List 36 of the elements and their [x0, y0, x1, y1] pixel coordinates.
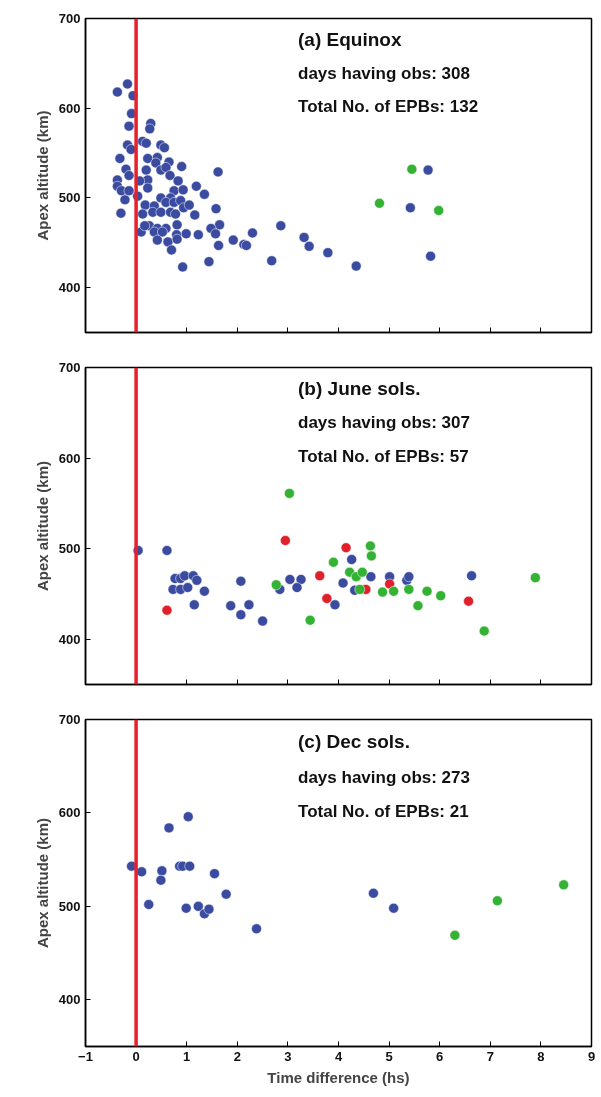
annotation: Total No. of EPBs: 57: [298, 446, 469, 466]
x-tick-label: 1: [183, 1048, 191, 1064]
y-tick-label: 500: [58, 190, 81, 206]
x-axis-title: Time difference (hs): [267, 1068, 410, 1086]
y-axis-title: Apex altitude (km): [33, 817, 51, 949]
x-tick-label: 6: [436, 1048, 444, 1064]
x-tick-label: 2: [233, 1048, 241, 1064]
x-tick-label: 4: [334, 1048, 343, 1064]
y-tick-label: 600: [58, 100, 81, 116]
annotation: days having obs: 273: [298, 767, 470, 787]
x-tick-label: −1: [78, 1048, 93, 1064]
x-tick-label: 3: [284, 1048, 292, 1064]
y-axis-title: Apex altitude (km): [33, 110, 51, 241]
y-tick-label: 400: [58, 280, 81, 296]
annotation: (c) Dec sols.: [298, 731, 410, 753]
annotation: Total No. of EPBs: 21: [298, 801, 469, 821]
x-tick-label: 8: [537, 1048, 545, 1064]
y-tick-label: 600: [58, 450, 81, 466]
annotation: days having obs: 308: [298, 63, 470, 83]
y-tick-label: 600: [58, 805, 81, 821]
y-axis-title: Apex altitude (km): [33, 460, 51, 592]
y-tick-label: 700: [58, 712, 81, 727]
y-tick-label: 500: [58, 898, 81, 914]
annotation: Total No. of EPBs: 132: [298, 96, 479, 116]
annotation: (b) June sols.: [298, 378, 421, 400]
annotation: (a) Equinox: [298, 28, 402, 50]
annotation: days having obs: 307: [298, 413, 470, 433]
x-tick-label: 9: [587, 1048, 596, 1064]
x-tick-label: 0: [132, 1048, 140, 1064]
y-tick-label: 500: [58, 541, 81, 557]
y-tick-label: 400: [58, 631, 81, 647]
y-tick-label: 400: [58, 992, 81, 1008]
y-tick-label: 700: [58, 11, 81, 26]
x-tick-label: 7: [486, 1048, 494, 1064]
x-tick-label: 5: [385, 1048, 393, 1064]
y-tick-label: 700: [58, 360, 81, 375]
